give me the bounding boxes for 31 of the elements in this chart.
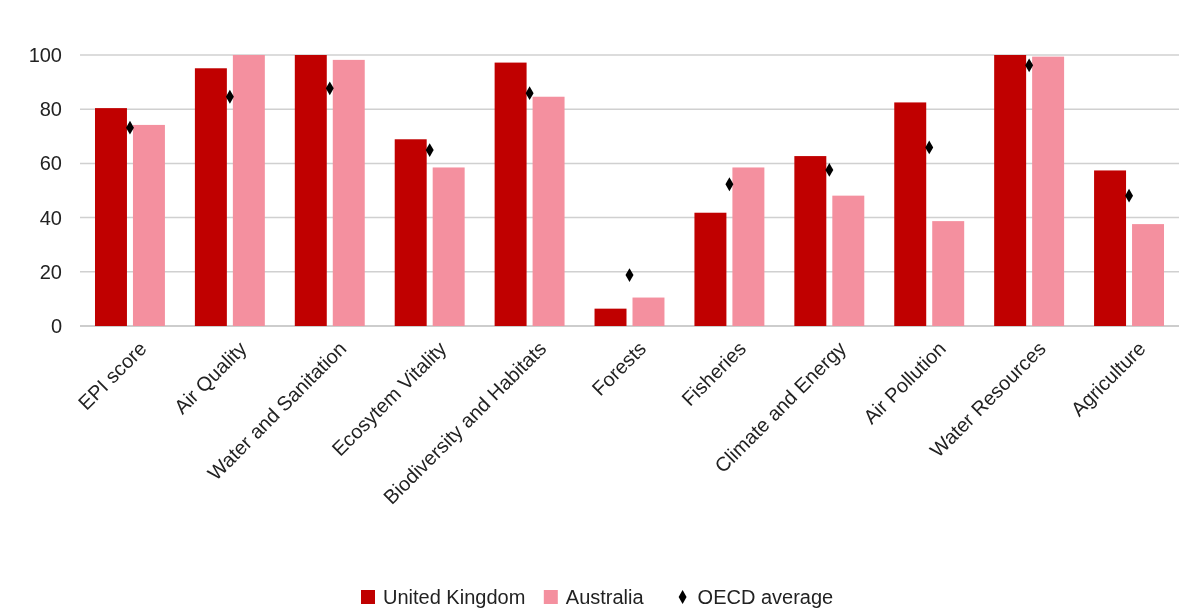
y-tick-label: 100 [28, 44, 62, 66]
y-tick-label: 20 [39, 260, 62, 283]
bar [132, 124, 165, 326]
bar [332, 59, 365, 326]
bar [532, 96, 565, 326]
bar [394, 139, 427, 326]
legend-label: Australia [565, 586, 645, 608]
bar [932, 221, 965, 326]
bar [94, 108, 127, 326]
bar [1032, 56, 1065, 326]
bar [694, 212, 727, 326]
bar [594, 308, 627, 326]
bar [294, 55, 327, 326]
bar [732, 167, 765, 326]
y-tick-label: 40 [39, 206, 62, 229]
bar [432, 167, 465, 326]
bar [194, 68, 227, 326]
bar [1132, 224, 1165, 326]
bar [232, 55, 265, 326]
bar [832, 195, 865, 326]
bar [894, 102, 927, 326]
legend-label: United Kingdom [383, 586, 526, 608]
bar [994, 55, 1027, 326]
bar [632, 297, 665, 326]
bar [1094, 170, 1127, 326]
bar [794, 156, 827, 326]
legend-label: OECD average [697, 586, 834, 608]
bar [494, 62, 527, 326]
y-tick-label: 0 [50, 315, 62, 337]
y-tick-label: 80 [39, 98, 62, 121]
y-tick-label: 60 [39, 152, 62, 175]
